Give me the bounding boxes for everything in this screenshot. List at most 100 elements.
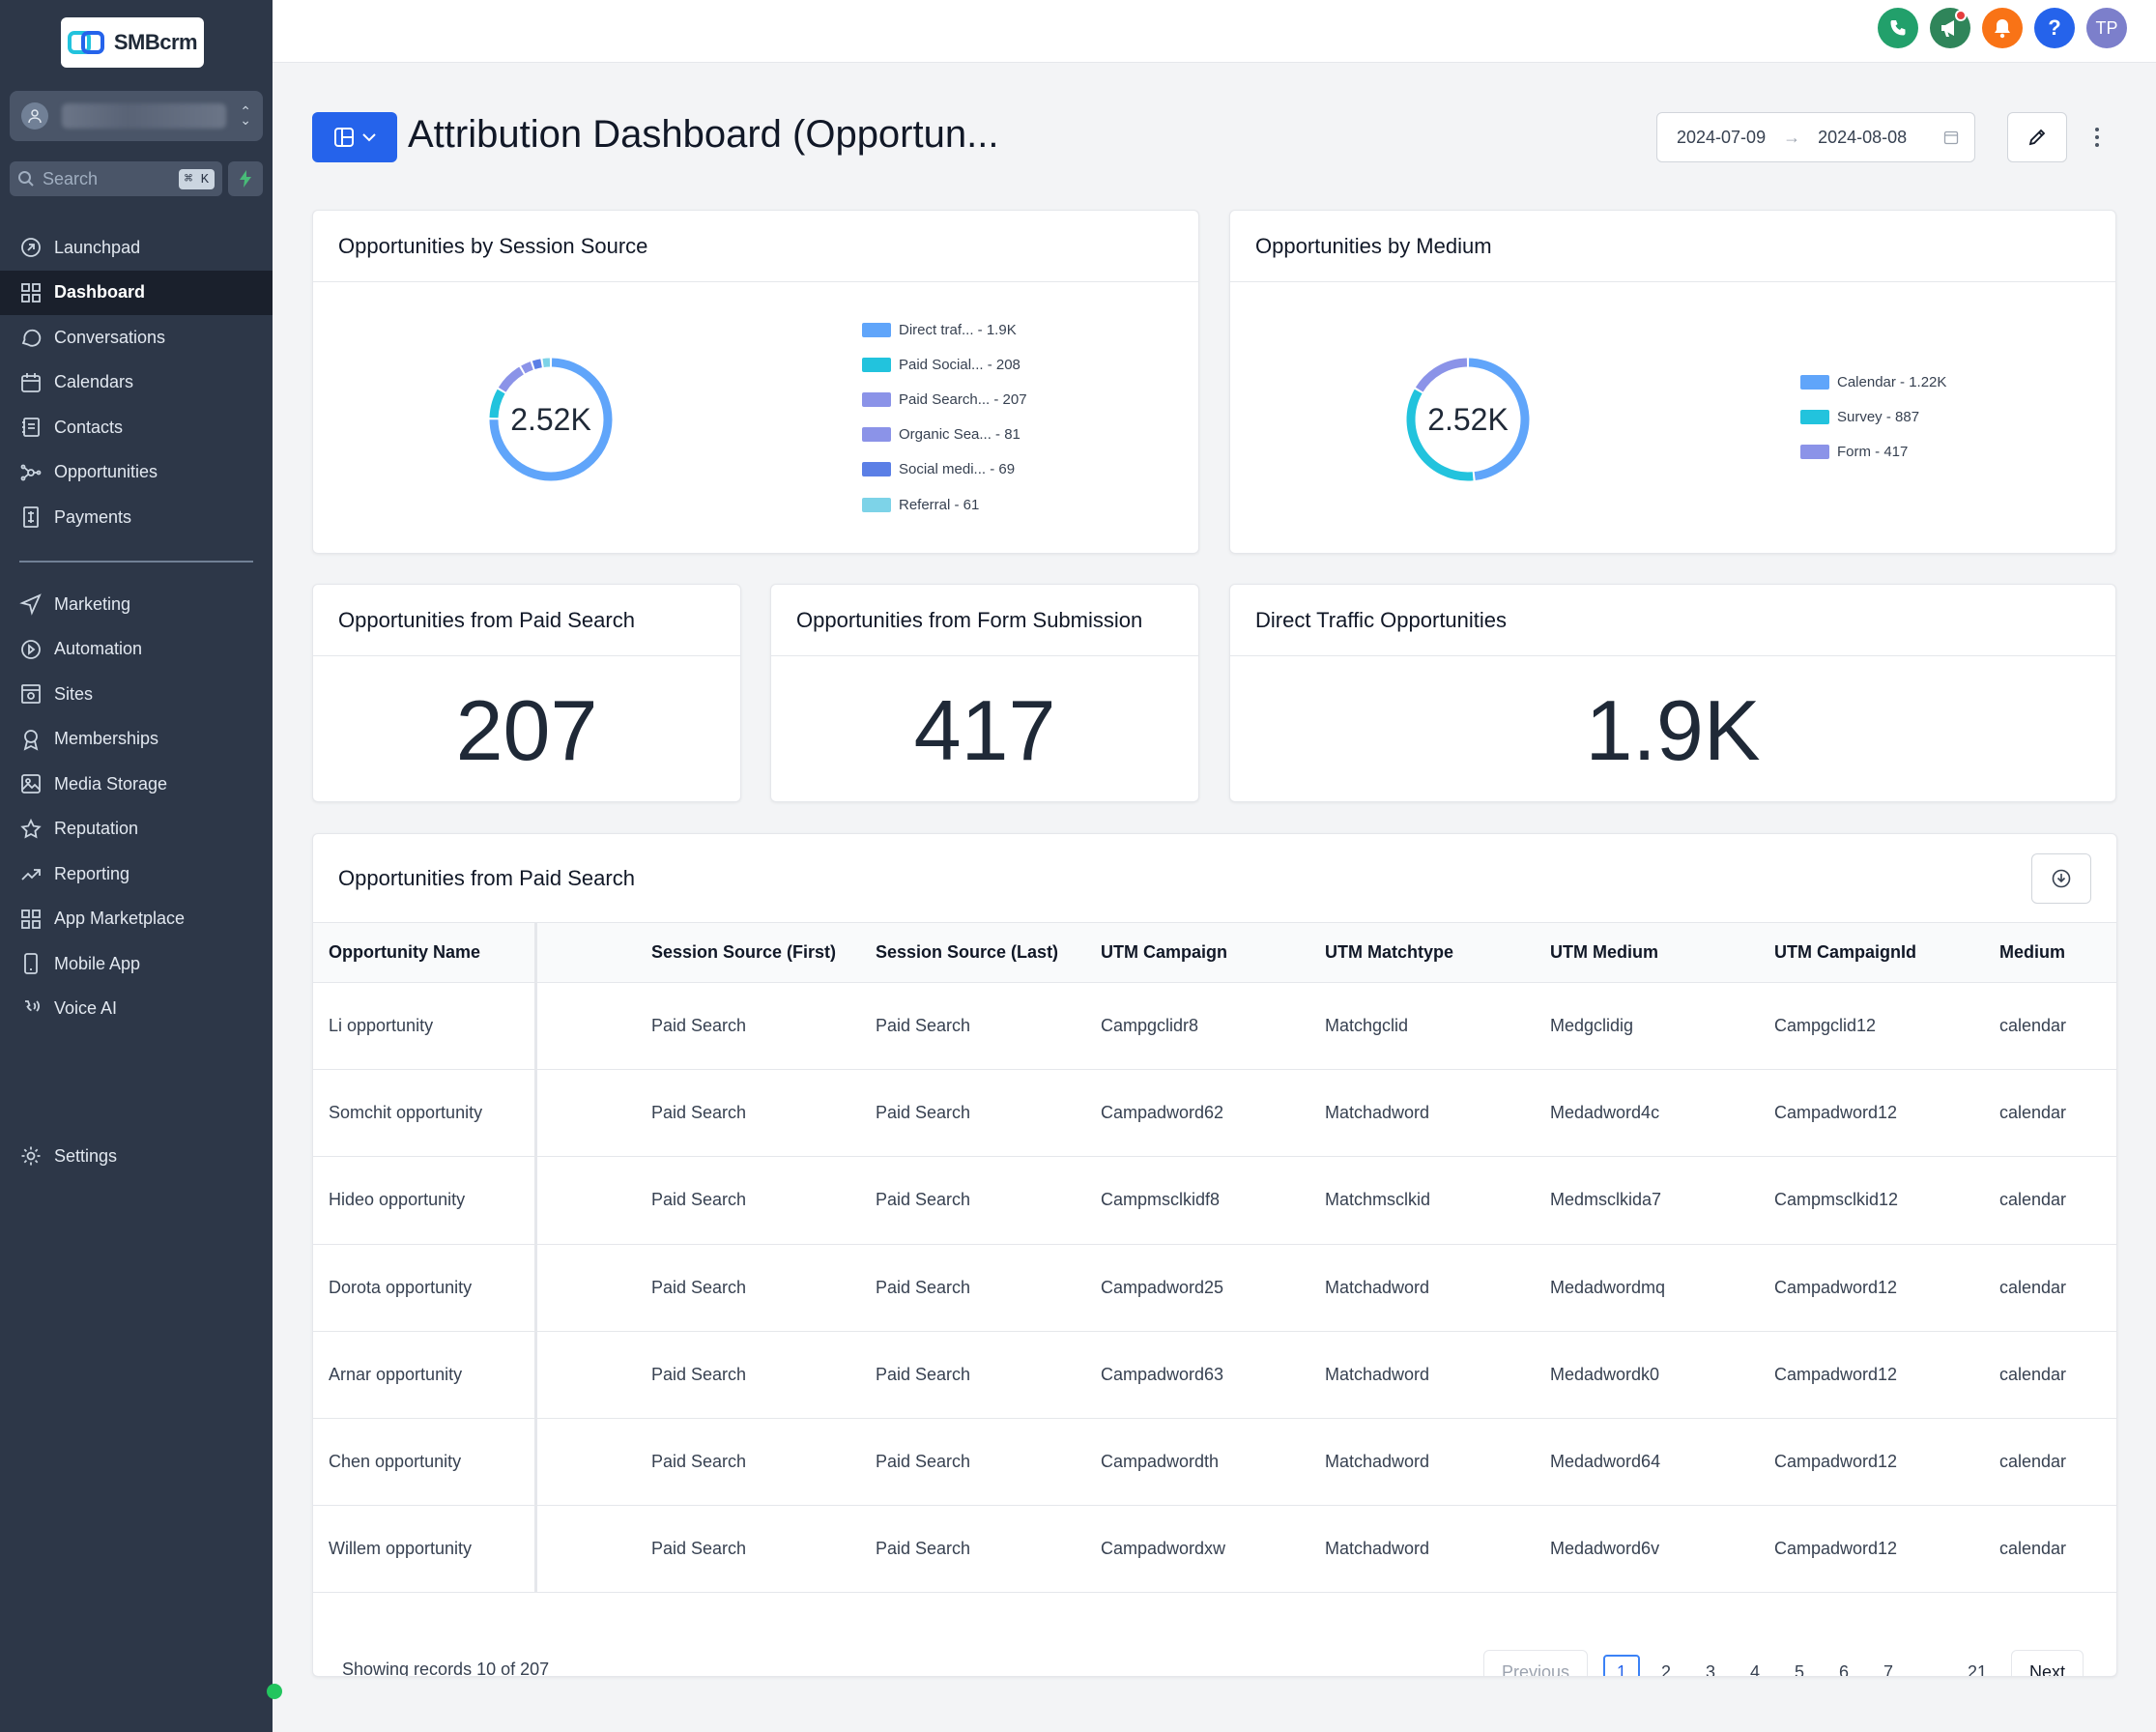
column-header[interactable]: Session Source (Last) bbox=[876, 942, 1059, 962]
phone-icon bbox=[24, 953, 38, 975]
download-button[interactable] bbox=[2031, 853, 2091, 904]
page-number[interactable]: 21 bbox=[1967, 1661, 1987, 1677]
sidebar-item-marketing[interactable]: Marketing bbox=[0, 582, 273, 627]
sidebar-item-settings[interactable]: Settings bbox=[0, 1134, 273, 1179]
legend-item[interactable]: Survey - 887 bbox=[1800, 399, 1946, 434]
sidebar-item-automation[interactable]: Automation bbox=[0, 627, 273, 673]
table-cell: calendar bbox=[1999, 1539, 2067, 1559]
column-header[interactable]: Session Source (First) bbox=[651, 942, 837, 962]
donut-slice[interactable] bbox=[532, 359, 542, 370]
sidebar-search-input[interactable]: Search ⌘ K bbox=[10, 161, 222, 196]
help-button[interactable]: ? bbox=[2034, 8, 2075, 48]
account-switcher[interactable]: ⌃ ⌄ bbox=[10, 91, 263, 141]
sidebar-item-launchpad[interactable]: Launchpad bbox=[0, 225, 273, 271]
quick-action-button[interactable] bbox=[228, 161, 263, 196]
donut-slice[interactable] bbox=[489, 358, 613, 481]
notification-dot bbox=[1955, 10, 1967, 21]
sidebar-item-conversations[interactable]: Conversations bbox=[0, 315, 273, 361]
page-number[interactable]: 5 bbox=[1794, 1661, 1804, 1677]
column-header[interactable]: UTM CampaignId bbox=[1774, 942, 1916, 962]
page-number[interactable]: ... bbox=[1925, 1661, 1940, 1677]
notifications-button[interactable] bbox=[1982, 8, 2023, 48]
page-number[interactable]: 6 bbox=[1838, 1661, 1849, 1677]
donut-slice[interactable] bbox=[542, 358, 551, 367]
sidebar-item-reporting[interactable]: Reporting bbox=[0, 852, 273, 897]
table-cell: Campgclidr8 bbox=[1101, 1016, 1199, 1036]
announcements-button[interactable] bbox=[1930, 8, 1970, 48]
legend-item[interactable]: Referral - 61 bbox=[862, 487, 1027, 522]
table-row[interactable]: Arnar opportunity Paid Search Paid Search C… bbox=[313, 1331, 2116, 1419]
pencil-icon bbox=[2028, 129, 2046, 146]
table-cell: Paid Search bbox=[651, 1539, 747, 1559]
legend-item[interactable]: Direct traf... - 1.9K bbox=[862, 312, 1027, 347]
table-row[interactable]: Dorota opportunity Paid Search Paid Search… bbox=[313, 1244, 2116, 1332]
legend-item[interactable]: Organic Sea... - 81 bbox=[862, 418, 1027, 452]
table-cell: calendar bbox=[1999, 1452, 2067, 1472]
column-header[interactable]: Medium bbox=[1999, 942, 2066, 962]
previous-page-button[interactable]: Previous bbox=[1482, 1650, 1588, 1676]
sidebar-item-media-storage[interactable]: Media Storage bbox=[0, 762, 273, 807]
sidebar-item-calendars[interactable]: Calendars bbox=[0, 361, 273, 406]
page-number[interactable]: 3 bbox=[1705, 1661, 1715, 1677]
brand-logo[interactable]: SMBcrm bbox=[61, 17, 204, 68]
date-range-picker[interactable]: 2024-07-09 → 2024-08-08 bbox=[1656, 112, 1975, 162]
table-row[interactable]: Somchit opportunity Paid Search Paid Searc… bbox=[313, 1070, 2116, 1158]
column-header[interactable]: Opportunity Name bbox=[313, 923, 537, 982]
legend-item[interactable]: Calendar - 1.22K bbox=[1800, 364, 1946, 399]
dashboard-switcher-button[interactable] bbox=[312, 112, 397, 162]
card-title: Opportunities from Paid Search bbox=[313, 585, 740, 656]
column-header[interactable]: UTM Campaign bbox=[1101, 942, 1228, 962]
sidebar-item-voice-ai[interactable]: Voice AI bbox=[0, 987, 273, 1032]
donut-slice[interactable] bbox=[1406, 389, 1474, 481]
date-start[interactable]: 2024-07-09 bbox=[1677, 127, 1767, 147]
page-number[interactable]: 7 bbox=[1883, 1661, 1893, 1677]
table-row[interactable]: Chen opportunity Paid Search Paid Search Ca… bbox=[313, 1418, 2116, 1507]
page-number[interactable]: 1 bbox=[1602, 1655, 1640, 1676]
phone-icon bbox=[1890, 20, 1906, 36]
sidebar-item-sites[interactable]: Sites bbox=[0, 672, 273, 717]
donut-slice[interactable] bbox=[498, 366, 525, 392]
legend-item[interactable]: Form - 417 bbox=[1800, 434, 1946, 469]
legend-item[interactable]: Paid Search... - 207 bbox=[862, 382, 1027, 417]
trend-icon bbox=[21, 869, 41, 880]
calendar-icon bbox=[21, 372, 41, 392]
legend-item[interactable]: Social medi... - 69 bbox=[862, 452, 1027, 487]
table-cell: Hideo opportunity bbox=[313, 1157, 537, 1244]
more-options-button[interactable] bbox=[2085, 124, 2109, 151]
donut-slice[interactable] bbox=[489, 389, 505, 419]
column-header[interactable]: UTM Medium bbox=[1550, 942, 1658, 962]
donut-slice[interactable] bbox=[1415, 358, 1468, 392]
table-row[interactable]: Willem opportunity Paid Search Paid Search… bbox=[313, 1506, 2116, 1594]
table-cell: Medadword4c bbox=[1550, 1103, 1660, 1123]
table-cell: Campadword12 bbox=[1774, 1539, 1898, 1559]
sidebar-item-reputation[interactable]: Reputation bbox=[0, 807, 273, 852]
table-cell: Li opportunity bbox=[313, 983, 537, 1070]
sidebar-item-payments[interactable]: Payments bbox=[0, 495, 273, 540]
sidebar-item-opportunities[interactable]: Opportunities bbox=[0, 450, 273, 496]
sidebar-item-label: Calendars bbox=[54, 372, 134, 392]
table-cell: Paid Search bbox=[651, 1103, 747, 1123]
table-card-paid-search: Opportunities from Paid Search Opportuni… bbox=[312, 833, 2117, 1677]
legend-item[interactable]: Paid Social... - 208 bbox=[862, 347, 1027, 382]
donut-slice[interactable] bbox=[1468, 358, 1530, 481]
sidebar-item-dashboard[interactable]: Dashboard bbox=[0, 270, 273, 315]
sidebar-item-contacts[interactable]: Contacts bbox=[0, 405, 273, 450]
sidebar-item-mobile-app[interactable]: Mobile App bbox=[0, 941, 273, 987]
edit-dashboard-button[interactable] bbox=[2007, 112, 2067, 162]
user-avatar[interactable]: TP bbox=[2086, 8, 2127, 48]
sidebar-item-memberships[interactable]: Memberships bbox=[0, 717, 273, 763]
phone-call-button[interactable] bbox=[1878, 8, 1918, 48]
donut-slice[interactable] bbox=[521, 361, 533, 374]
table-row[interactable]: Li opportunity Paid Search Paid Search Camp… bbox=[313, 983, 2116, 1071]
table-row[interactable]: Hideo opportunity Paid Search Paid Search C… bbox=[313, 1157, 2116, 1245]
next-page-button[interactable]: Next bbox=[2010, 1650, 2084, 1676]
kpi-value: 207 bbox=[455, 682, 598, 778]
apps-icon bbox=[21, 909, 41, 929]
column-header[interactable]: UTM Matchtype bbox=[1325, 942, 1454, 962]
legend-medium: Calendar - 1.22K Survey - 887 Form - 417 bbox=[1800, 364, 1946, 470]
page-number[interactable]: 2 bbox=[1660, 1661, 1671, 1677]
sidebar-item-app-marketplace[interactable]: App Marketplace bbox=[0, 897, 273, 942]
date-end[interactable]: 2024-08-08 bbox=[1818, 127, 1908, 147]
page-number[interactable]: 4 bbox=[1749, 1661, 1760, 1677]
table-cell: Medgclidig bbox=[1550, 1016, 1634, 1036]
